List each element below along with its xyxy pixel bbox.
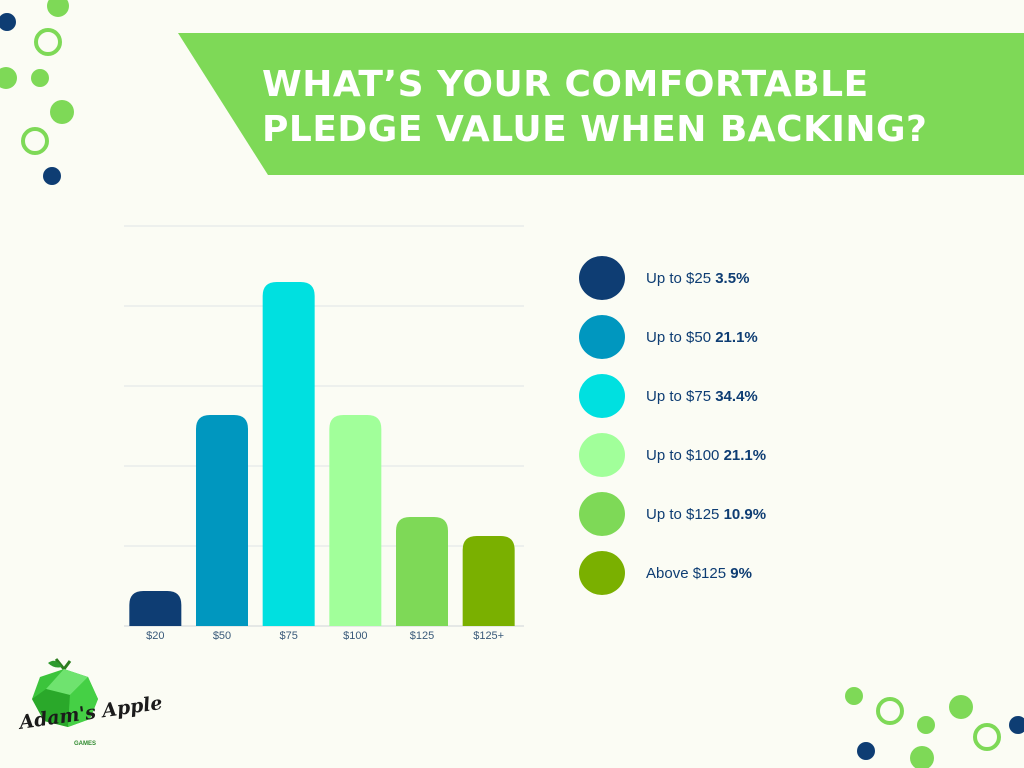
legend-swatch bbox=[579, 433, 625, 477]
legend-swatch bbox=[579, 492, 625, 536]
legend-label: Up to $50 21.1% bbox=[646, 329, 758, 346]
legend-value: 10.9% bbox=[723, 505, 767, 523]
bar-1 bbox=[196, 415, 248, 626]
legend-value: 3.5% bbox=[715, 269, 750, 287]
legend-label: Up to $125 10.9% bbox=[646, 506, 766, 523]
bar-5 bbox=[462, 536, 515, 626]
x-tick-label: $20 bbox=[146, 630, 164, 642]
legend-label-text: Up to $100 bbox=[646, 446, 724, 464]
bar-2 bbox=[262, 282, 315, 626]
x-tick-label: $125+ bbox=[473, 630, 504, 642]
legend-item: Up to $50 21.1% bbox=[579, 315, 839, 359]
legend-swatch bbox=[579, 256, 625, 300]
legend-value: 21.1% bbox=[715, 328, 758, 346]
deco-dot bbox=[31, 69, 49, 87]
deco-ring bbox=[21, 127, 49, 155]
legend-label: Above $125 9% bbox=[646, 565, 752, 582]
legend-item: Up to $25 3.5% bbox=[579, 256, 839, 300]
deco-dot bbox=[47, 0, 69, 17]
legend-label-text: Up to $50 bbox=[646, 328, 716, 346]
title-banner bbox=[178, 33, 1024, 175]
deco-dot bbox=[43, 167, 61, 185]
x-tick-label: $125 bbox=[410, 630, 434, 642]
legend-value: 9% bbox=[730, 564, 752, 582]
title-line-2: PLEDGE VALUE WHEN BACKING? bbox=[262, 109, 928, 150]
legend-label-text: Up to $75 bbox=[646, 387, 716, 405]
bar-3 bbox=[329, 415, 382, 626]
decorative-dots-top-left bbox=[0, 0, 74, 185]
legend-label: Up to $75 34.4% bbox=[646, 388, 758, 405]
chart-title: WHAT’S YOUR COMFORTABLE PLEDGE VALUE WHE… bbox=[262, 62, 1002, 152]
legend-item: Above $125 9% bbox=[579, 551, 839, 595]
x-tick-label: $100 bbox=[343, 630, 367, 642]
bar-4 bbox=[396, 517, 448, 626]
legend-item: Up to $75 34.4% bbox=[579, 374, 839, 418]
green-apple-icon bbox=[32, 658, 98, 727]
legend-label: Up to $100 21.1% bbox=[646, 447, 766, 464]
deco-dot bbox=[0, 13, 16, 31]
legend-value: 34.4% bbox=[715, 387, 758, 405]
logo-subtitle: GAMES bbox=[74, 741, 97, 747]
legend-item: Up to $125 10.9% bbox=[579, 492, 839, 536]
legend-label-text: Up to $125 bbox=[646, 505, 724, 523]
legend-item: Up to $100 21.1% bbox=[579, 433, 839, 477]
legend-value: 21.1% bbox=[723, 446, 767, 464]
deco-dot bbox=[0, 67, 17, 89]
legend-swatch bbox=[579, 551, 625, 595]
legend-label-text: Above $125 bbox=[646, 564, 731, 582]
legend-swatch bbox=[579, 315, 625, 359]
deco-ring bbox=[34, 28, 62, 56]
x-tick-label: $75 bbox=[279, 630, 297, 642]
deco-dot bbox=[50, 100, 74, 124]
legend-label: Up to $25 3.5% bbox=[646, 270, 749, 287]
x-tick-label: $50 bbox=[213, 630, 231, 642]
title-line-1: WHAT’S YOUR COMFORTABLE bbox=[262, 64, 869, 105]
legend-swatch bbox=[579, 374, 625, 418]
bar-0 bbox=[129, 591, 182, 626]
legend-label-text: Up to $25 bbox=[646, 269, 716, 287]
